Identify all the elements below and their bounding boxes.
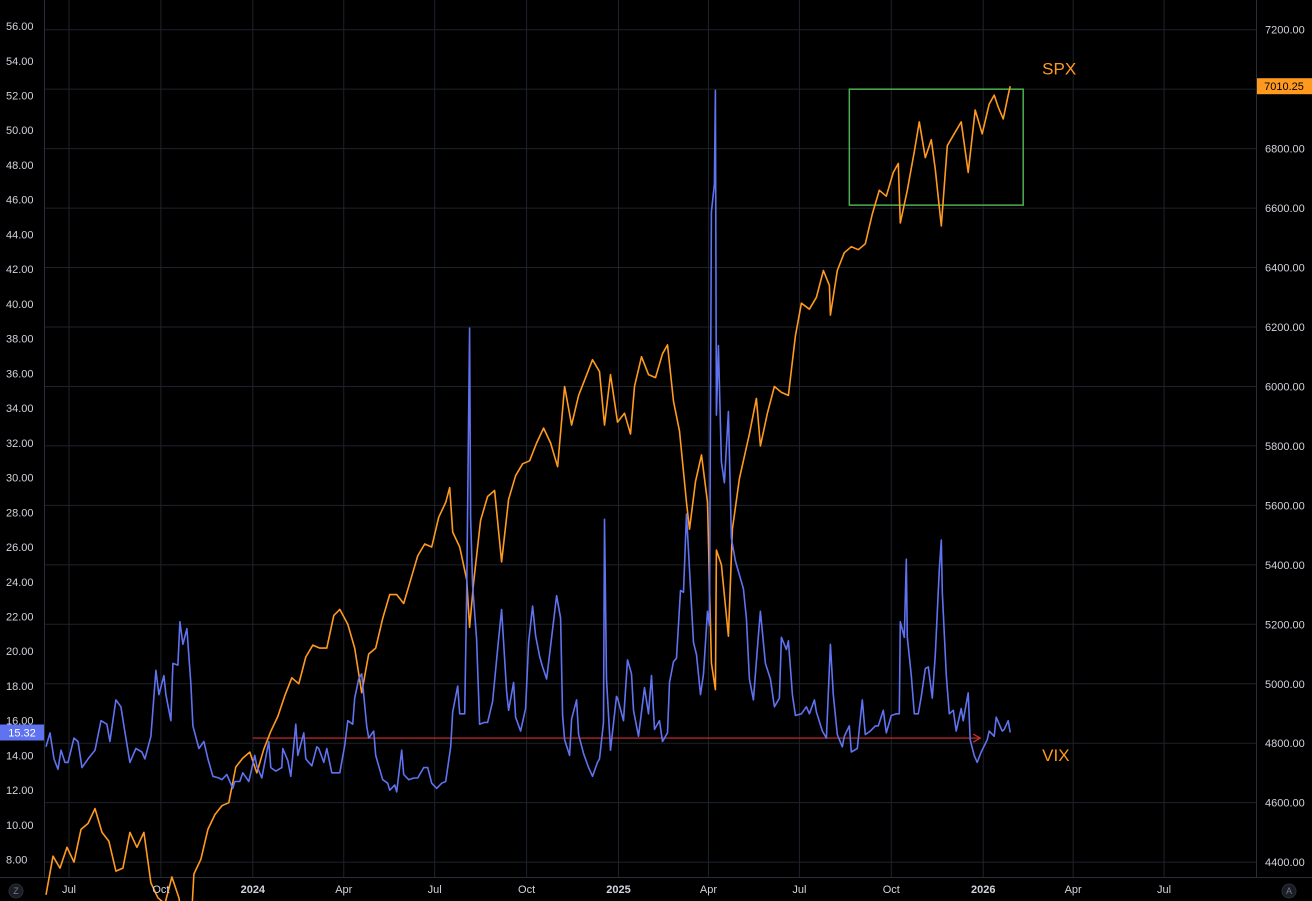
right-corner-button-label: A <box>1286 886 1292 896</box>
right-axis-tick-label: 4800.00 <box>1265 738 1305 750</box>
left-price-axis[interactable]: 8.0010.0012.0014.0016.0018.0020.0022.002… <box>6 21 34 867</box>
right-axis-tick-label: 6000.00 <box>1265 381 1305 393</box>
left-axis-tick-label: 48.00 <box>6 160 34 172</box>
vix-label: VIX <box>1042 746 1069 765</box>
time-axis-tick-label: Jul <box>1157 884 1171 896</box>
vix-last-value-tag <box>0 724 44 741</box>
left-axis-tick-label: 46.00 <box>6 195 34 207</box>
time-axis-tick-label: Oct <box>883 884 900 896</box>
vix-series-line[interactable] <box>45 89 1011 793</box>
left-corner-button[interactable]: Z <box>8 883 24 899</box>
right-axis-tick-label: 7200.00 <box>1265 25 1305 37</box>
right-axis-tick-label: 6600.00 <box>1265 203 1305 215</box>
time-axis-tick-label: Apr <box>700 884 717 896</box>
time-axis[interactable]: Jul Oct 2024 Apr Jul Oct 2025 Apr Jul Oct 2026 Apr J… <box>62 884 1171 896</box>
left-axis-tick-label: 54.00 <box>6 56 34 68</box>
time-axis-tick-label: Jul <box>62 884 76 896</box>
left-axis-tick-label: 52.00 <box>6 91 34 103</box>
left-axis-tick-label: 32.00 <box>6 438 34 450</box>
plot-area[interactable]: SPX VIX <box>45 59 1076 901</box>
right-axis-tick-label: 6400.00 <box>1265 263 1305 275</box>
left-axis-tick-label: 44.00 <box>6 229 34 241</box>
left-axis-tick-label: 24.00 <box>6 577 34 589</box>
spx-label: SPX <box>1042 59 1076 78</box>
right-axis-tick-label: 5000.00 <box>1265 679 1305 691</box>
right-axis-tick-label: 4400.00 <box>1265 857 1305 869</box>
support-arrow-head <box>972 733 982 743</box>
time-axis-tick-label: Jul <box>792 884 806 896</box>
left-axis-tick-label: 18.00 <box>6 681 34 693</box>
series-lines[interactable] <box>45 86 1011 901</box>
range-rectangle[interactable] <box>848 88 1024 206</box>
time-axis-tick-label: Oct <box>518 884 535 896</box>
time-axis-tick-label: Apr <box>1065 884 1082 896</box>
left-axis-tick-label: 40.00 <box>6 299 34 311</box>
left-axis-tick-label: 30.00 <box>6 473 34 485</box>
right-axis-tick-label: 5400.00 <box>1265 560 1305 572</box>
last-value-tags: 7010.25 15.32 <box>0 78 1312 741</box>
left-axis-tick-label: 8.00 <box>6 855 27 867</box>
left-axis-tick-label: 22.00 <box>6 612 34 624</box>
time-axis-tick-label: Oct <box>152 884 169 896</box>
left-axis-tick-label: 20.00 <box>6 646 34 658</box>
left-axis-tick-label: 10.00 <box>6 820 34 832</box>
spx-series-line[interactable] <box>45 86 1011 901</box>
left-axis-tick-label: 34.00 <box>6 403 34 415</box>
left-axis-tick-label: 28.00 <box>6 507 34 519</box>
spx-last-value-tag <box>1257 78 1312 95</box>
right-axis-tick-label: 5200.00 <box>1265 619 1305 631</box>
right-axis-tick-label: 6800.00 <box>1265 144 1305 156</box>
left-corner-button-label: Z <box>13 886 19 896</box>
right-axis-tick-label: 6200.00 <box>1265 322 1305 334</box>
right-axis-tick-label: 4600.00 <box>1265 798 1305 810</box>
left-axis-tick-label: 56.00 <box>6 21 34 33</box>
vix-last-value-text: 15.32 <box>8 728 36 740</box>
time-axis-tick-label: 2024 <box>241 884 266 896</box>
right-axis-tick-label: 5800.00 <box>1265 441 1305 453</box>
right-axis-tick-label: 5600.00 <box>1265 500 1305 512</box>
left-axis-tick-label: 38.00 <box>6 334 34 346</box>
left-axis-tick-label: 36.00 <box>6 368 34 380</box>
time-axis-tick-label: Jul <box>428 884 442 896</box>
right-corner-button[interactable]: A <box>1281 883 1297 899</box>
spx-last-value-text: 7010.25 <box>1264 81 1304 93</box>
left-axis-tick-label: 12.00 <box>6 785 34 797</box>
left-axis-tick-label: 42.00 <box>6 264 34 276</box>
right-price-axis[interactable]: 4400.00 4600.00 4800.00 5000.00 5200.00 5400.… <box>1265 25 1305 869</box>
time-axis-tick-label: 2026 <box>971 884 995 896</box>
time-axis-tick-label: 2025 <box>606 884 630 896</box>
grid-lines <box>45 0 1256 877</box>
left-axis-tick-label: 26.00 <box>6 542 34 554</box>
left-axis-tick-label: 50.00 <box>6 125 34 137</box>
left-axis-tick-label: 14.00 <box>6 750 34 762</box>
time-axis-tick-label: Apr <box>335 884 352 896</box>
